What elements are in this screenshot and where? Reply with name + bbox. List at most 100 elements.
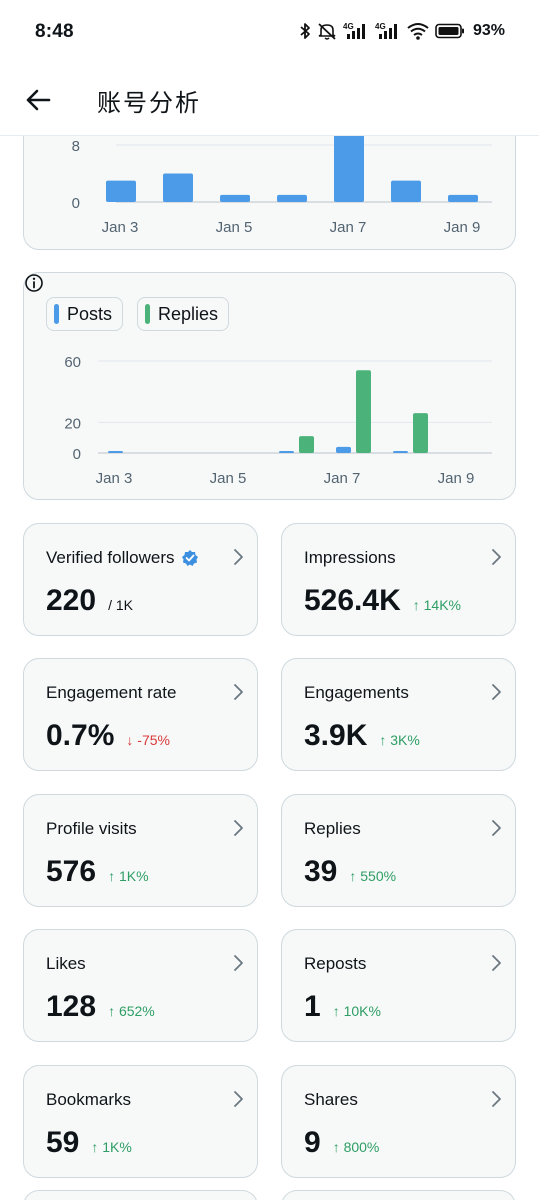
chevron-right-icon: [492, 684, 501, 700]
stat-card-shares[interactable]: Shares 9 ↑ 800%: [281, 1065, 516, 1178]
stat-change: ↑ 800%: [332, 1139, 380, 1155]
stat-goal: / 1K: [108, 597, 133, 613]
legend-replies[interactable]: Replies: [137, 297, 230, 331]
stat-value: 576: [46, 855, 97, 888]
stat-label: Likes: [46, 954, 86, 974]
stat-change: ↑ 10K%: [332, 1003, 381, 1019]
mute-icon: [318, 23, 336, 40]
stat-value: 0.7%: [46, 719, 115, 752]
chevron-right-icon: [234, 684, 243, 700]
bar-jan-5: [220, 194, 250, 202]
bar-posts-jan-8: [393, 451, 408, 453]
stat-label-text: Profile visits: [46, 819, 137, 838]
y-tick-label: 60: [64, 354, 81, 371]
stat-label: Bookmarks: [46, 1090, 131, 1110]
stat-value: 1: [304, 990, 321, 1023]
stat-value-row: 128 ↑ 652%: [46, 990, 155, 1024]
stat-label: Shares: [304, 1090, 358, 1110]
stat-card-bookmarks[interactable]: Bookmarks 59 ↑ 1K%: [23, 1065, 258, 1178]
bar-replies-jan-8: [413, 413, 428, 453]
x-tick-label: Jan 3: [96, 470, 133, 487]
bar-jan-7: [334, 134, 364, 202]
stat-label: Impressions: [304, 548, 396, 568]
stat-value-row: 9 ↑ 800%: [304, 1126, 379, 1160]
bar-jan-3: [106, 180, 136, 202]
stat-value-row: 0.7% ↓ -75%: [46, 719, 170, 753]
status-icons: 4G 4G 93%: [299, 22, 505, 40]
stat-label-text: Replies: [304, 819, 361, 838]
stat-value-row: 220 / 1K: [46, 584, 133, 618]
x-tick-label: Jan 5: [216, 219, 253, 236]
app-header: 账号分析: [0, 64, 539, 136]
info-icon[interactable]: [24, 273, 44, 293]
x-tick-label: Jan 9: [444, 219, 481, 236]
stat-label-text: Engagements: [304, 683, 409, 702]
stat-card-likes[interactable]: Likes 128 ↑ 652%: [23, 929, 258, 1042]
chevron-right-icon: [492, 1091, 501, 1107]
stat-label-text: Verified followers: [46, 548, 175, 567]
stat-label-text: Bookmarks: [46, 1090, 132, 1109]
stat-card-profile-visits[interactable]: Profile visits 576 ↑ 1K%: [23, 794, 258, 907]
bar-jan-4: [163, 173, 193, 202]
verified-badge-icon: [181, 550, 198, 566]
stat-value: 3.9K: [304, 719, 368, 752]
svg-text:4G: 4G: [375, 22, 386, 31]
stat-value-row: 59 ↑ 1K%: [46, 1126, 132, 1160]
stat-label: Profile visits: [46, 819, 137, 839]
svg-text:4G: 4G: [343, 22, 354, 31]
stat-label-text: Engagement rate: [46, 683, 177, 702]
bluetooth-icon: [300, 23, 310, 39]
bar-jan-6: [277, 194, 307, 202]
stat-value-row: 576 ↑ 1K%: [46, 855, 149, 889]
stat-change: ↑ 652%: [108, 1003, 155, 1019]
legend-posts[interactable]: Posts: [46, 297, 124, 331]
stat-value-row: 39 ↑ 550%: [304, 855, 396, 889]
stat-card-engagements[interactable]: Engagements 3.9K ↑ 3K%: [281, 658, 516, 771]
stat-card-engagement-rate[interactable]: Engagement rate 0.7% ↓ -75%: [23, 658, 258, 771]
back-button[interactable]: [22, 84, 54, 116]
legend-posts-swatch: [54, 304, 59, 324]
legend-replies-swatch: [145, 304, 151, 324]
chevron-right-icon: [492, 955, 501, 971]
posts-replies-chart-card: Posts Replies 0 20 60 Jan 3 Jan 5 Jan 7 Jan 9: [23, 272, 516, 500]
signal-4g-icon: 4G: [343, 22, 365, 39]
status-bar: 8:48 4G 4G 93%: [0, 0, 539, 64]
stat-card-reposts[interactable]: Reposts 1 ↑ 10K%: [281, 929, 516, 1042]
stat-value: 9: [304, 1126, 321, 1159]
stat-label-text: Reposts: [304, 954, 367, 973]
y-tick-label: 0: [73, 446, 81, 463]
y-tick-label: 8: [72, 138, 80, 155]
stat-label: Engagements: [304, 683, 409, 703]
bar-posts-jan-7: [336, 446, 351, 453]
bar-replies-jan-7: [356, 370, 371, 453]
x-tick-label: Jan 9: [438, 470, 475, 487]
chevron-right-icon: [492, 549, 501, 565]
battery-icon: [435, 23, 464, 39]
stat-value: 220: [46, 584, 97, 617]
bar-posts-jan-3: [108, 451, 123, 453]
stat-change: ↑ 1K%: [108, 868, 149, 884]
next-card-right: [281, 1190, 516, 1200]
stat-card-replies[interactable]: Replies 39 ↑ 550%: [281, 794, 516, 907]
stat-change: ↑ 14K%: [412, 597, 461, 613]
next-card-left: [23, 1190, 258, 1200]
stat-change: ↑ 3K%: [379, 732, 420, 748]
stat-value: 39: [304, 855, 338, 888]
stat-label-text: Likes: [46, 954, 86, 973]
stat-label: Engagement rate: [46, 683, 176, 703]
legend-posts-label: Posts: [67, 303, 113, 324]
battery-percentage: 93%: [472, 22, 505, 39]
signal-4g-icon: 4G: [375, 22, 397, 39]
x-tick-label: Jan 7: [324, 470, 361, 487]
stat-value-row: 3.9K ↑ 3K%: [304, 719, 420, 753]
stat-label: Verified followers: [46, 548, 199, 568]
page-title: 账号分析: [97, 89, 201, 117]
stat-label-text: Impressions: [304, 548, 396, 567]
stat-label: Replies: [304, 819, 361, 839]
stat-card-impressions[interactable]: Impressions 526.4K ↑ 14K%: [281, 523, 516, 636]
stat-label-text: Shares: [304, 1090, 358, 1109]
stat-card-verified-followers[interactable]: Verified followers 220 / 1K: [23, 523, 258, 636]
y-tick-label: 0: [72, 195, 80, 212]
bar-replies-jan-6: [299, 436, 314, 453]
chevron-right-icon: [234, 1091, 243, 1107]
